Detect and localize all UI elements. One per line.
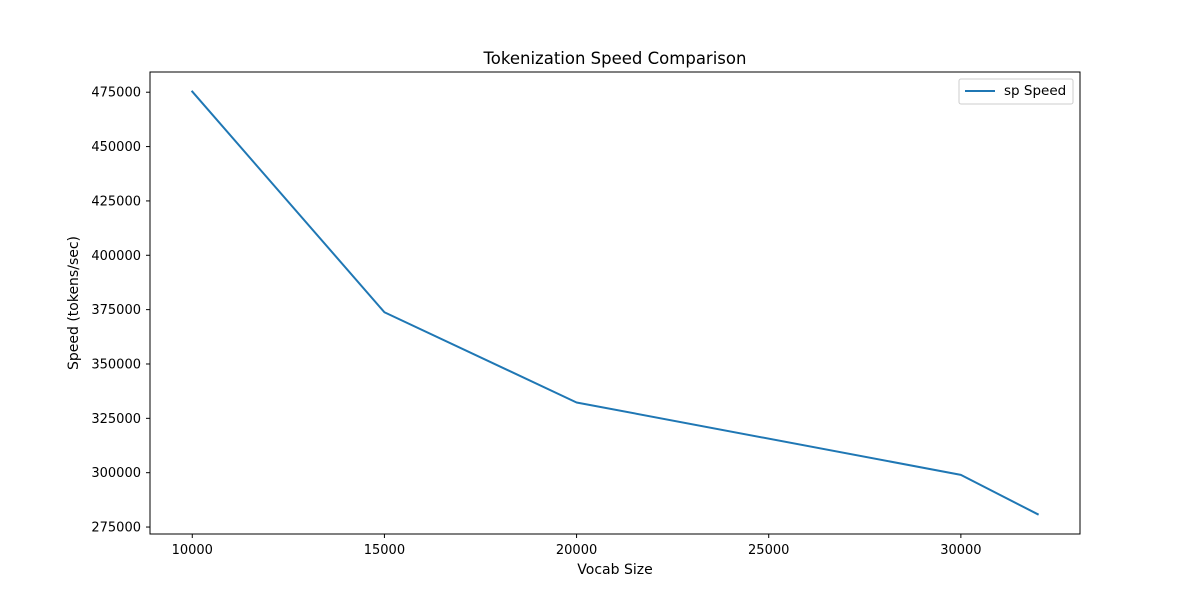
y-tick-label: 475000: [91, 86, 141, 101]
chart-title: Tokenization Speed Comparison: [483, 49, 747, 68]
y-tick-label: 325000: [91, 412, 141, 427]
x-tick-label: 30000: [940, 543, 981, 558]
x-tick-label: 25000: [748, 543, 789, 558]
legend-box: [958, 78, 1074, 105]
y-axis-ticks: 275000 300000 325000 350000 375000 400000 4250…: [91, 86, 150, 536]
x-tick-label: 15000: [364, 543, 405, 558]
y-tick-label: 275000: [91, 521, 141, 536]
x-tick-label: 20000: [556, 543, 597, 558]
x-axis-label: Vocab Size: [577, 562, 652, 578]
y-tick-label: 400000: [91, 249, 141, 264]
legend-label-sp-speed: sp Speed: [1004, 83, 1066, 99]
x-tick-label: 10000: [172, 543, 213, 558]
y-tick-label: 300000: [91, 466, 141, 481]
series-layer: [190, 90, 1040, 516]
x-axis-ticks: 10000 15000 20000 25000 30000: [172, 534, 982, 558]
plot-area: [149, 71, 1081, 535]
legend: sp Speed: [958, 78, 1074, 105]
y-tick-label: 375000: [91, 303, 141, 318]
y-tick-label: 350000: [91, 357, 141, 372]
y-tick-label: 450000: [91, 140, 141, 155]
y-tick-label: 425000: [91, 194, 141, 209]
y-axis-label: Speed (tokens/sec): [66, 236, 82, 370]
